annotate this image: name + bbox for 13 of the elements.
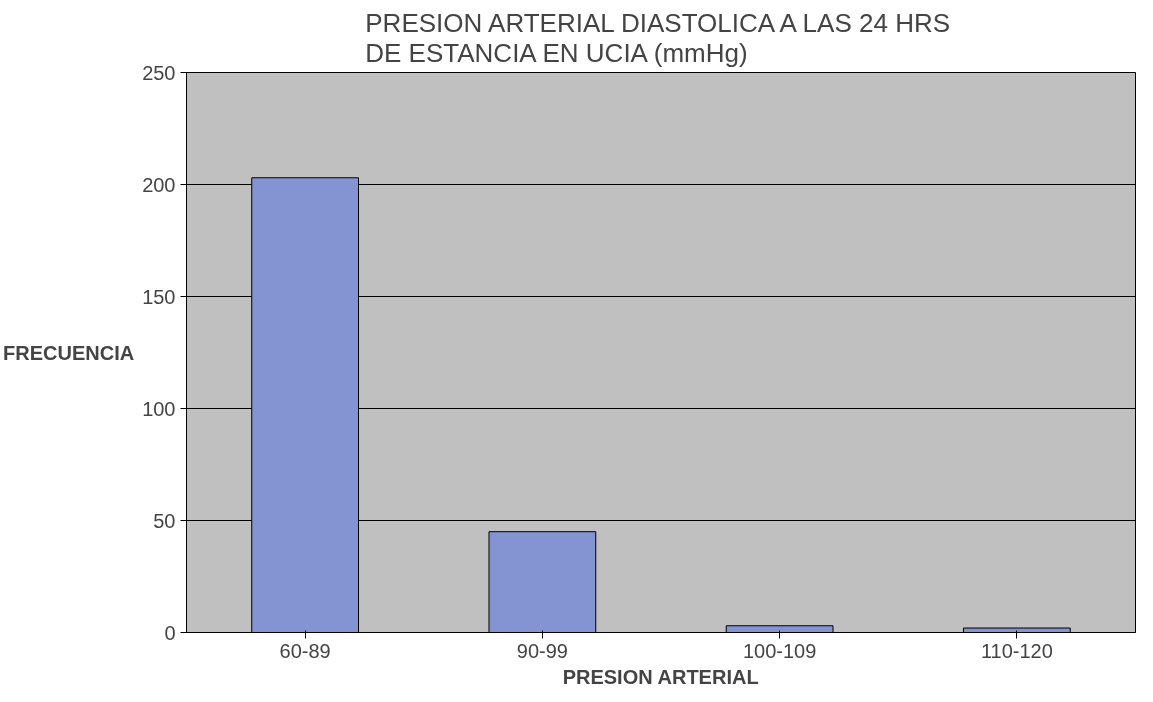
x-tick-label: 60-89 [279, 639, 331, 662]
x-axis-title: PRESION ARTERIAL [562, 665, 759, 688]
y-axis-title: FRECUENCIA [3, 341, 135, 364]
x-tick-label: 100-109 [742, 639, 817, 662]
y-tick-label: 250 [142, 61, 176, 84]
y-tick-label: 200 [142, 173, 176, 196]
y-tick-label: 150 [142, 285, 176, 308]
x-tick-label: 90-99 [516, 639, 568, 662]
y-tick-label: 100 [142, 397, 176, 420]
y-tick-label: 50 [153, 509, 176, 532]
chart-title: PRESION ARTERIAL DIASTOLICA A LAS 24 HRS DE ESTANCIA EN UCIA (mmHg) [365, 7, 951, 68]
y-tick-label: 0 [164, 621, 176, 644]
x-tick-label: 110-120 [980, 639, 1053, 662]
